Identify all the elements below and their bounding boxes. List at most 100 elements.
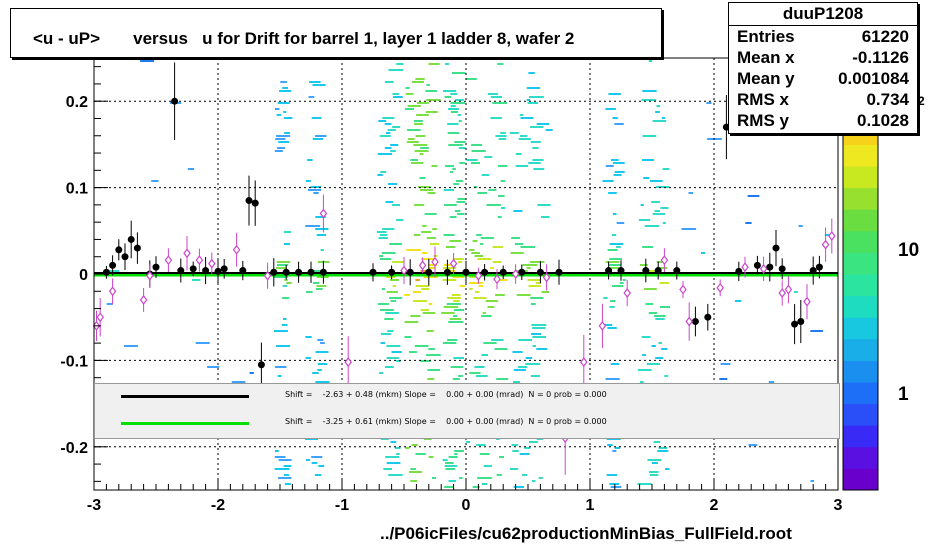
density-cell [449,216,457,218]
density-cell [490,96,502,98]
density-cell [449,240,462,242]
x-tick-label: -3 [87,497,101,514]
density-cell [519,453,530,455]
density-cell [452,276,465,278]
colorscale-cell [843,446,878,469]
density-cell [385,312,399,314]
density-cell [277,375,282,377]
density-cell [513,486,524,488]
density-cell [413,144,428,146]
density-cell [648,471,659,473]
density-cell [280,81,287,83]
density-cell [477,258,492,260]
density-cell [536,123,550,125]
density-cell [474,255,484,257]
stats-row-rms-x: RMS x 0.734 [737,90,909,109]
colorscale-exponent: 2 [918,94,925,108]
density-cell [390,441,397,443]
density-cell [532,159,544,161]
density-cell [406,141,419,143]
density-cell [525,357,533,359]
colorscale-cell [843,382,878,405]
stats-row-mean-x: Mean x -0.1126 [737,48,909,67]
data-point [580,357,588,368]
data-point [418,260,427,271]
density-cell [471,150,486,152]
density-cell [450,93,458,95]
colorscale-cell [843,230,878,253]
density-cell [426,84,430,86]
data-point [406,268,414,276]
data-point [257,361,265,369]
fit-legend: Shift = -2.63 + 0.48 (mkm) Slope = 0.00 … [94,383,840,439]
density-cell [450,111,458,113]
data-point [245,197,253,205]
density-cell [476,444,486,446]
density-cell [472,240,478,242]
chart-title: <u - uP> versus u for Drift for barrel 1… [33,29,575,48]
data-point [555,268,563,276]
density-cell [528,285,541,287]
density-cell [404,294,410,296]
density-cell [441,312,455,314]
density-cell [651,201,660,203]
density-cell [510,252,524,254]
density-cell [500,132,506,134]
density-cell [432,477,436,479]
density-cell [466,441,471,443]
data-point [815,263,823,271]
density-cell [410,480,418,482]
density-cell [495,294,505,296]
density-cell [511,444,519,446]
density-cell [664,375,669,377]
density-cell [688,192,694,194]
density-cell [386,345,401,347]
density-cell [444,465,457,467]
colorscale-cell [843,144,878,167]
density-cell [640,204,644,206]
density-cell [501,207,506,209]
density-cell [487,306,495,308]
density-cell [191,279,201,281]
density-cell [473,297,487,299]
density-cell [277,147,286,149]
density-cell [312,84,326,86]
density-cell [532,480,536,482]
density-cell [452,378,460,380]
data-point [202,267,210,275]
density-cell [454,210,461,212]
density-cell [530,126,544,128]
density-cell [447,339,458,341]
density-cell [207,366,220,368]
density-cell [428,303,433,305]
density-cell [648,60,653,62]
density-cell [481,174,489,176]
density-cell [311,117,322,119]
density-cell [485,300,498,302]
density-cell [273,276,288,278]
density-cell [274,330,288,332]
density-cell [654,210,660,212]
stats-row-mean-y: Mean y 0.001084 [737,69,909,88]
density-cell [453,357,464,359]
density-cell [648,312,657,314]
density-cell [661,117,666,119]
data-point [691,318,699,326]
density-cell [414,123,423,125]
density-cell [482,483,488,485]
density-cell [518,138,531,140]
density-cell [536,348,548,350]
density-cell [515,165,529,167]
data-point [251,199,259,207]
density-cell [390,300,397,302]
density-cell [457,114,461,116]
density-cell [529,96,544,98]
density-cell [396,453,400,455]
density-cell [378,237,388,239]
colorscale-cell [843,403,878,426]
density-cell [458,261,463,263]
density-cell [492,102,508,104]
y-tick-label: 0.1 [66,181,88,198]
density-cell [444,96,452,98]
density-cell [415,285,430,287]
